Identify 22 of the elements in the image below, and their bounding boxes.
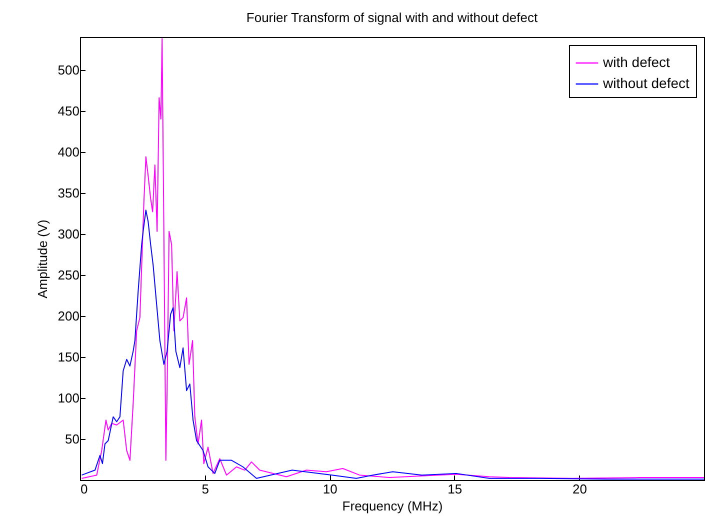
chart-title: Fourier Transform of signal with and without defect xyxy=(246,10,538,25)
y-tick-label: 150 xyxy=(58,349,80,364)
line-series xyxy=(81,38,704,479)
y-tick-label: 350 xyxy=(58,185,80,200)
y-tick-label: 50 xyxy=(65,431,80,446)
line-series xyxy=(81,210,704,480)
y-axis-title: Amplitude (V) xyxy=(34,220,50,298)
y-tick-label: 450 xyxy=(58,103,80,118)
x-tick-label: 20 xyxy=(572,482,587,496)
y-tick-label: 200 xyxy=(58,308,80,324)
y-tick-label: 100 xyxy=(58,390,80,406)
legend-label: without defect xyxy=(602,75,690,91)
x-tick-label: 0 xyxy=(80,482,88,496)
legend-label: with defect xyxy=(602,54,670,70)
x-tick-label: 10 xyxy=(322,482,338,496)
x-axis-title: Frequency (MHz) xyxy=(342,498,443,514)
x-tick-label: 5 xyxy=(202,482,209,496)
y-tick-label: 250 xyxy=(58,267,80,282)
x-tick-label: 15 xyxy=(448,482,462,496)
y-tick-label: 500 xyxy=(58,62,80,78)
y-tick-label: 300 xyxy=(58,226,80,242)
y-tick-label: 400 xyxy=(58,144,80,160)
